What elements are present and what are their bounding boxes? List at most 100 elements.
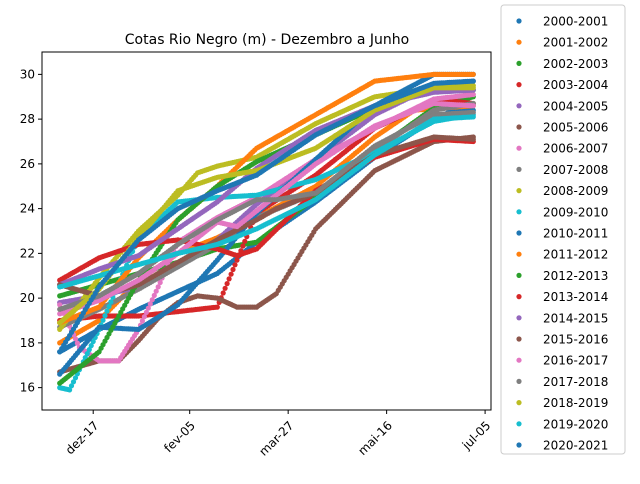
data-point	[228, 271, 234, 277]
data-point	[104, 308, 110, 314]
data-point	[90, 338, 96, 345]
legend-marker	[516, 357, 522, 363]
legend-marker	[516, 60, 522, 66]
data-point	[470, 103, 476, 109]
data-point	[222, 285, 228, 291]
data-point	[470, 114, 476, 120]
legend: 2000-20012001-20022002-20032003-20042004…	[500, 4, 626, 455]
data-point	[102, 313, 108, 319]
legend-label: 2001-2002	[543, 36, 608, 50]
legend-marker	[516, 378, 522, 384]
y-tick-label: 18	[20, 336, 35, 350]
data-point	[84, 351, 90, 357]
data-point	[232, 262, 238, 268]
data-point	[139, 318, 145, 324]
data-point	[214, 304, 220, 310]
legend-label: 2013-2014	[543, 290, 608, 304]
data-point	[242, 238, 248, 244]
legend-marker	[516, 400, 522, 406]
data-point	[234, 257, 240, 263]
legend-marker	[516, 145, 522, 151]
legend-label: 2017-2018	[543, 375, 608, 389]
x-axis: dez-17 fev-05 mar-27 mai-16 jul-05	[63, 410, 494, 459]
legend-label: 2011-2012	[543, 248, 608, 262]
data-point	[155, 284, 161, 290]
legend-marker	[516, 209, 522, 215]
series-2014-2015	[57, 87, 476, 288]
data-point	[106, 303, 112, 310]
legend-label: 2015-2016	[543, 333, 608, 347]
data-point	[108, 299, 114, 305]
data-point	[74, 340, 80, 346]
legend-label: 2003-2004	[543, 78, 608, 92]
series-2020-2021	[57, 78, 476, 355]
legend-label: 2004-2005	[543, 99, 608, 113]
legend-marker	[516, 442, 522, 448]
legend-marker	[516, 251, 522, 257]
plot-frame	[41, 51, 492, 411]
legend-label: 2019-2020	[543, 417, 608, 431]
y-tick-label: 30	[20, 67, 35, 81]
legend-marker	[516, 39, 522, 45]
legend-marker	[516, 230, 522, 236]
legend-label: 2005-2006	[543, 121, 608, 135]
data-point	[147, 301, 153, 307]
legend-marker	[516, 315, 522, 321]
y-tick-label: 20	[20, 291, 35, 305]
legend-marker	[516, 336, 522, 342]
data-point	[230, 266, 236, 273]
legend-label: 2020-2021	[543, 439, 608, 453]
data-point	[470, 78, 476, 84]
legend-marker	[516, 188, 522, 194]
x-tick-label: jul-05	[459, 418, 494, 453]
data-point	[220, 290, 226, 296]
legend-label: 2016-2017	[543, 354, 608, 368]
legend-label: 2006-2007	[543, 142, 608, 156]
data-point	[141, 314, 147, 320]
legend-label: 2002-2003	[543, 57, 608, 71]
x-tick-label: mai-16	[355, 418, 395, 458]
data-point	[226, 276, 232, 282]
data-point	[72, 336, 79, 342]
data-point	[470, 109, 476, 115]
data-point	[470, 85, 476, 91]
y-tick-label: 26	[20, 157, 35, 171]
x-tick-label: fev-05	[161, 418, 198, 455]
y-tick-label: 16	[20, 381, 35, 395]
legend-label: 2010-2011	[543, 227, 608, 241]
data-point	[240, 243, 246, 249]
data-point	[67, 387, 73, 393]
legend-box	[500, 4, 626, 455]
legend-marker	[516, 272, 522, 278]
data-point	[100, 317, 106, 323]
data-point	[470, 71, 476, 77]
x-tick-label: dez-17	[63, 418, 102, 457]
legend-marker	[516, 124, 522, 130]
data-point	[86, 347, 92, 353]
data-point	[470, 91, 476, 98]
data-point	[68, 383, 75, 389]
data-point	[151, 292, 157, 298]
legend-label: 2018-2019	[543, 396, 608, 410]
plot-area	[41, 51, 492, 411]
y-tick-label: 22	[20, 246, 35, 260]
legend-label: 2012-2013	[543, 269, 608, 283]
y-tick-label: 28	[20, 112, 35, 126]
legend-marker	[516, 103, 522, 109]
legend-label: 2007-2008	[543, 163, 608, 177]
series-2019-2020	[57, 114, 476, 290]
y-tick-label: 24	[20, 202, 35, 216]
data-point	[153, 288, 159, 294]
data-point	[145, 305, 151, 311]
data-point	[72, 375, 79, 381]
data-point	[157, 279, 163, 286]
data-point	[88, 343, 94, 349]
legend-marker	[516, 421, 522, 427]
legend-marker	[516, 82, 522, 88]
data-point	[70, 379, 77, 385]
legend-label: 2008-2009	[543, 184, 608, 198]
y-axis: 16 18 20 22 24 26 28 30	[20, 67, 42, 395]
legend-marker	[516, 294, 522, 300]
